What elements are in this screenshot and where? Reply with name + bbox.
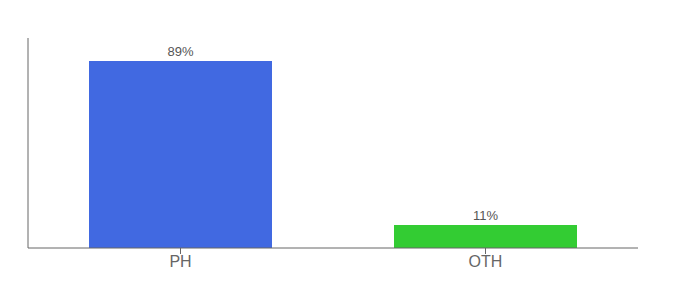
svg-text:OTH: OTH (469, 253, 503, 270)
svg-text:11%: 11% (473, 208, 498, 223)
svg-text:89%: 89% (167, 44, 193, 59)
svg-text:PH: PH (169, 253, 191, 270)
